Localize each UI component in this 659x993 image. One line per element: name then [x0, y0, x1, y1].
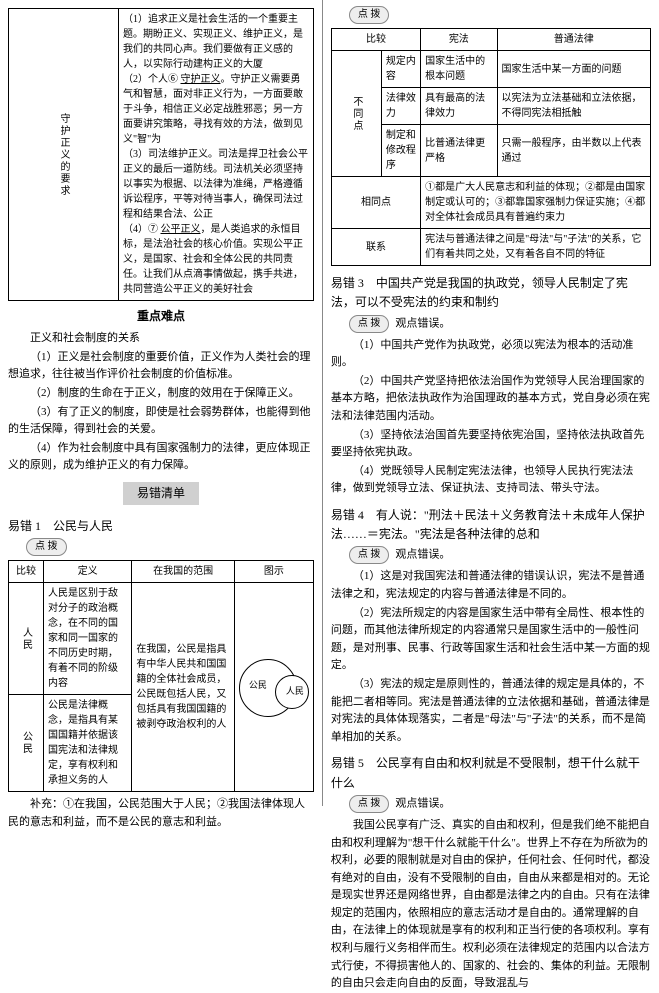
err5-tagtext: 观点错误。	[395, 797, 450, 809]
supplement: 补充：①在我国，公民范围大于人民；②我国法律体现人民的意志和利益，而不是公民的意…	[8, 796, 314, 831]
th: 比较	[9, 561, 44, 583]
err5-title: 易错 5 公民享有自由和权利就是不受限制，想干什么就干什么	[331, 754, 651, 792]
cell: 规定内容	[381, 51, 420, 88]
section-zhongdian: 重点难点	[8, 307, 314, 326]
err3-item: （3）坚持依法治国首先要坚持依宪治国，坚持依法执政首先要坚持依宪执政。	[331, 427, 651, 462]
tag-dianbo: 点 拨	[349, 6, 390, 24]
cell: 法律效力	[381, 88, 420, 125]
cell: 制定和修改程序	[381, 125, 420, 177]
table-constitution: 比较 宪法 普通法律 不同点 规定内容 国家生活中的根本问题 国家生活中某一方面…	[331, 28, 651, 266]
th: 普通法律	[497, 29, 650, 51]
th: 定义	[44, 561, 132, 583]
rowhead-justice: 守护正义的要求	[9, 9, 119, 301]
th: 比较	[331, 29, 420, 51]
cell: 宪法与普通法律之间是"母法"与"子法"的关系，它们有着共同之处，又有着各自不同的…	[421, 229, 651, 266]
cell: 只需一般程序，由半数以上代表通过	[497, 125, 650, 177]
rowhead-diff: 不同点	[331, 51, 381, 177]
err3-item: （4）党既领导人民制定宪法法律，也领导人民执行宪法法律，做到党领导立法、保证执法…	[331, 463, 651, 498]
zd-item: （2）制度的生命在于正义，制度的效用在于保障正义。	[8, 385, 314, 403]
cell: 国家生活中某一方面的问题	[497, 51, 650, 88]
tag-dianbo: 点 拨	[349, 315, 390, 333]
table-citizen: 比较 定义 在我国的范围 图示 人民 人民是区别于敌对分子的政治概念，在不同的国…	[8, 560, 314, 792]
err3-item: （1）中国共产党作为执政党，必须以宪法为根本的活动准则。	[331, 337, 651, 372]
err5-body: 我国公民享有广泛、真实的自由和权利，但是我们绝不能把自由和权利理解为"想干什么就…	[331, 817, 651, 993]
tag-dianbo: 点 拨	[349, 795, 390, 813]
venn-diagram: 公民 人民	[239, 657, 309, 717]
justice-item: （3）司法维护正义。司法是捍卫社会公平正义的最后一道防线。司法机关必须坚持以事实…	[123, 147, 309, 222]
rowhead-link: 联系	[331, 229, 420, 266]
cell: 以宪法为立法基础和立法依据，不得同宪法相抵触	[497, 88, 650, 125]
cell-mid: 在我国，公民是指具有中华人民共和国国籍的全体社会成员，公民既包括人民，又包括具有…	[132, 583, 235, 792]
err4-tagtext: 观点错误。	[395, 549, 450, 561]
venn-outer-label: 公民	[249, 679, 267, 693]
th: 图示	[234, 561, 313, 583]
cell: 比普通法律更严格	[421, 125, 497, 177]
err3-item: （2）中国共产党坚持把依法治国作为党领导人民治理国家的基本方略，把依法执政作为治…	[331, 373, 651, 426]
zd-item: （4）作为社会制度中具有国家强制力的法律，更应体现正义的原则，成为维护正义的有力…	[8, 440, 314, 475]
rowhead-renmin: 人民	[9, 583, 44, 695]
cell: ①都是广大人民意志和利益的体现；②都是由国家制定或认可的；③都靠国家强制力保证实…	[421, 177, 651, 229]
cell: 人民是区别于敌对分子的政治概念，在不同的国家和同一国家的不同历史时期，有着不同的…	[44, 583, 132, 695]
rowhead-same: 相同点	[331, 177, 420, 229]
cell: 国家生活中的根本问题	[421, 51, 497, 88]
err4-item: （3）宪法的规定是原则性的，普通法律的规定是具体的，不能把二者相等同。宪法是普通…	[331, 676, 651, 746]
zd-item: （3）有了正义的制度，即使是社会弱势群体，也能得到他的生活保障，得到社会的关爱。	[8, 404, 314, 439]
cell: 公民是法律概念，是指具有某国国籍并依据该国宪法和法律规定，享有权利和承担义务的人	[44, 695, 132, 792]
th: 在我国的范围	[132, 561, 235, 583]
th: 宪法	[421, 29, 497, 51]
section-yicuo: 易错清单	[123, 482, 199, 505]
err4-title: 易错 4 有人说："刑法＋民法＋义务教育法＋未成年人保护法……＝宪法。"宪法是各…	[331, 506, 651, 544]
cell-venn: 公民 人民	[234, 583, 313, 792]
justice-item: （1）追求正义是社会生活的一个重要主题。期盼正义、实现正义、维护正义，是我们的共…	[123, 12, 309, 72]
zd-item: （1）正义是社会制度的重要价值，正义作为人类社会的理想追求，往往被当作评价社会制…	[8, 349, 314, 384]
tag-dianbo: 点 拨	[26, 538, 67, 556]
cell: 具有最高的法律效力	[421, 88, 497, 125]
table-justice: 守护正义的要求 （1）追求正义是社会生活的一个重要主题。期盼正义、实现正义、维护…	[8, 8, 314, 301]
justice-item: （4）⑦ 公平正义，是人类追求的永恒目标，是法治社会的核心价值。实现公平正义，是…	[123, 222, 309, 297]
justice-cell: （1）追求正义是社会生活的一个重要主题。期盼正义、实现正义、维护正义，是我们的共…	[119, 9, 314, 301]
err3-tagtext: 观点错误。	[395, 317, 450, 329]
err4-item: （1）这是对我国宪法和普通法律的错误认识，宪法不是普通法律之和，宪法规定的内容与…	[331, 568, 651, 603]
err3-title: 易错 3 中国共产党是我国的执政党，领导人民制定了宪法，可以不受宪法的约束和制约	[331, 274, 651, 312]
zd-subtitle: 正义和社会制度的关系	[8, 330, 314, 348]
err1-title: 易错 1 公民与人民	[8, 517, 314, 536]
tag-dianbo: 点 拨	[349, 546, 390, 564]
venn-inner-label: 人民	[286, 685, 304, 699]
err4-item: （2）宪法所规定的内容是国家生活中带有全局性、根本性的问题，而其他法律所规定的内…	[331, 605, 651, 675]
rowhead-gongmin: 公民	[9, 695, 44, 792]
justice-item: （2）个人⑥ 守护正义。守护正义需要勇气和智慧，面对非正义行为，一方面要敢于斗争…	[123, 72, 309, 147]
